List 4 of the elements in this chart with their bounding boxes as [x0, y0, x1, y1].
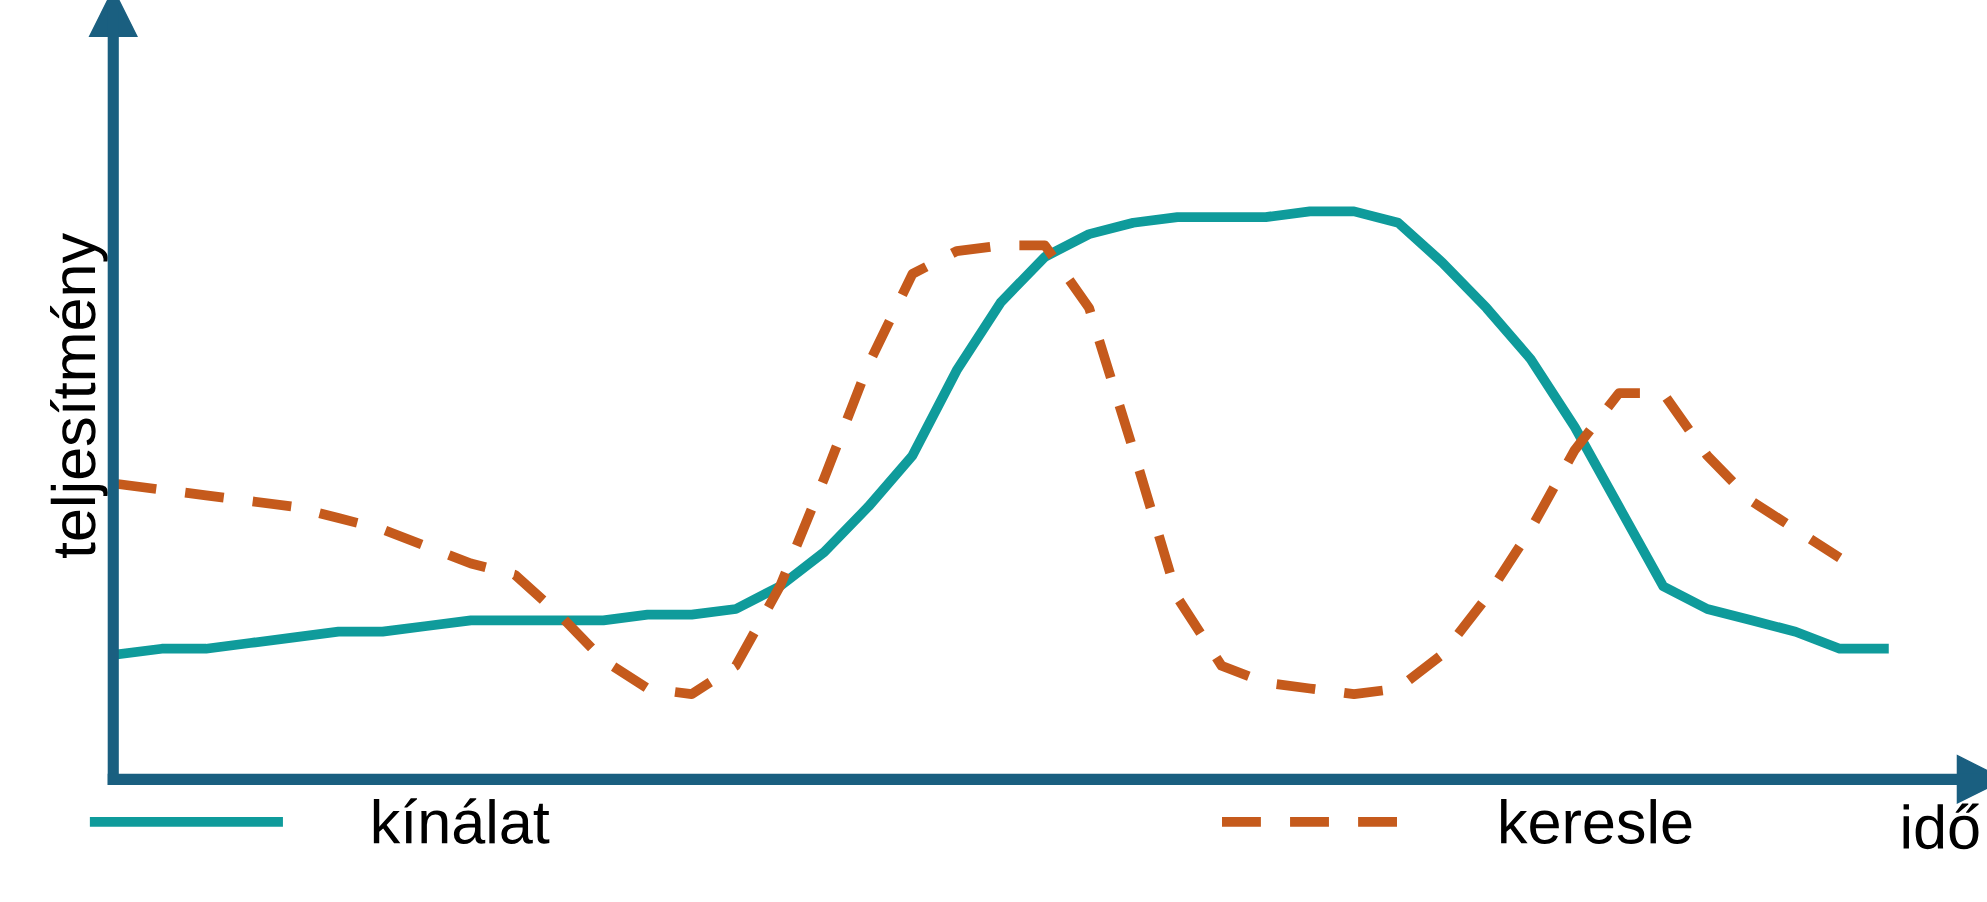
legend-label: keresle	[1501, 799, 1692, 844]
y-axis-title: teljesítmény	[50, 233, 108, 559]
x-axis-title: idő	[1903, 803, 1979, 850]
legend-label: kínálat	[373, 798, 550, 844]
